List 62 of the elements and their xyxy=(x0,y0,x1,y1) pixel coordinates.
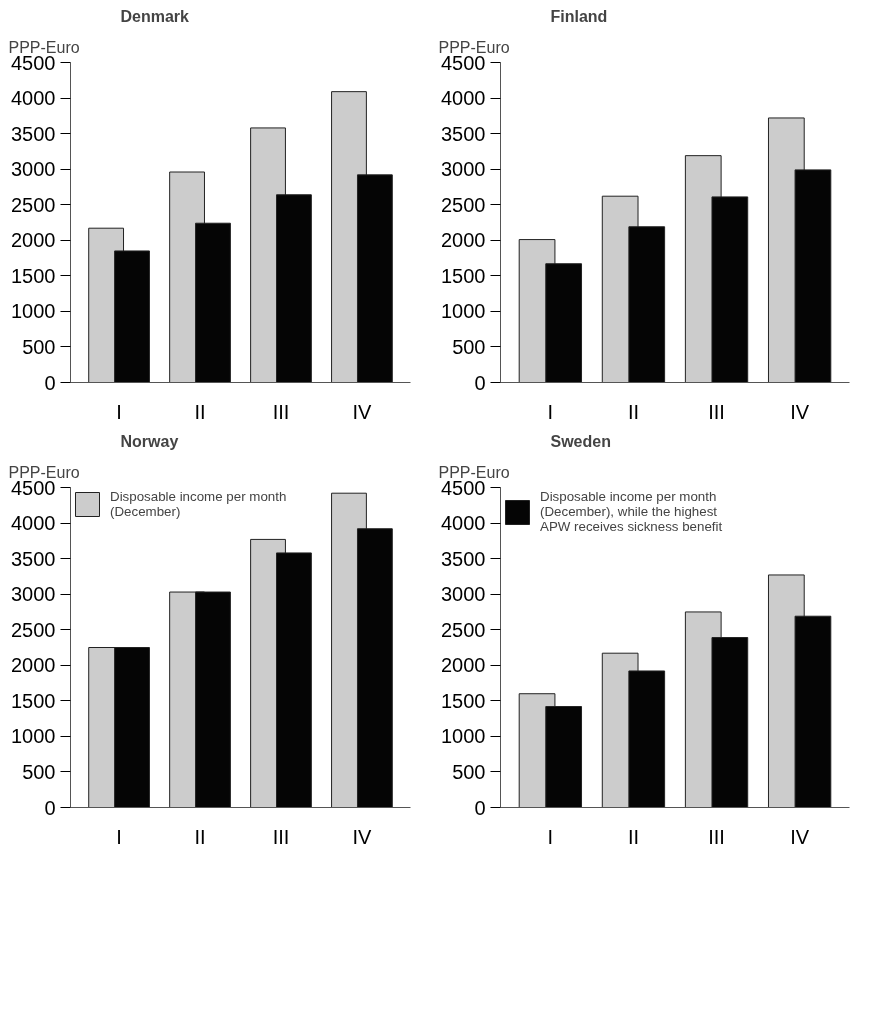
legend-label: Disposable income per month (December), while the highest APW receives sickness benefit xyxy=(540,489,723,534)
y-tick-label: 2500 xyxy=(441,618,486,641)
x-tick-label: I xyxy=(547,400,554,423)
x-tick-label: IV xyxy=(352,825,373,848)
y-tick-label: 3000 xyxy=(441,583,486,606)
y-axis-title: PPP-Euro xyxy=(8,463,80,481)
y-tick-label: 2000 xyxy=(441,229,486,252)
y-tick-label: 3000 xyxy=(11,583,56,606)
y-axis-title: PPP-Euro xyxy=(438,463,510,481)
y-tick-label: 2500 xyxy=(11,193,56,216)
x-tick-label: II xyxy=(194,825,206,848)
y-tick-label: 4000 xyxy=(441,87,486,110)
y-tick-label: 2500 xyxy=(441,193,486,216)
y-tick-label: 3500 xyxy=(11,122,56,145)
y-tick-label: 4000 xyxy=(441,512,486,535)
x-tick-label: II xyxy=(627,400,640,423)
y-tick-label: 1000 xyxy=(11,300,56,323)
y-tick-label: 4000 xyxy=(11,512,56,535)
x-tick-label: III xyxy=(708,400,725,423)
y-tick-label: 1000 xyxy=(441,300,486,323)
y-tick-label: 3500 xyxy=(11,547,56,570)
y-tick-label: 0 xyxy=(474,796,486,819)
y-tick-label: 3000 xyxy=(11,158,56,181)
x-tick-label: I xyxy=(547,825,554,848)
chart-title: Sweden xyxy=(550,432,611,450)
x-tick-label: IV xyxy=(790,825,810,848)
x-tick-label: IV xyxy=(352,400,373,423)
x-tick-label: III xyxy=(272,825,290,848)
y-tick-label: 2000 xyxy=(11,229,56,252)
x-tick-label: II xyxy=(627,825,640,848)
y-axis-title: PPP-Euro xyxy=(8,38,80,56)
y-axis-title: PPP-Euro xyxy=(438,38,510,56)
y-tick-label: 1500 xyxy=(441,689,486,712)
y-tick-label: 0 xyxy=(44,371,56,394)
y-tick-label: 0 xyxy=(474,371,486,394)
x-tick-label: III xyxy=(708,825,725,848)
y-tick-label: 1000 xyxy=(441,725,486,748)
x-tick-label: I xyxy=(116,825,122,848)
legend-label: Disposable income per month (December) xyxy=(110,489,287,519)
x-tick-label: II xyxy=(194,400,206,423)
y-tick-label: 2000 xyxy=(441,654,486,677)
y-tick-label: 1500 xyxy=(11,689,56,712)
y-tick-label: 500 xyxy=(452,760,486,783)
y-tick-label: 1000 xyxy=(11,725,56,748)
x-tick-label: IV xyxy=(790,400,810,423)
y-tick-label: 3500 xyxy=(441,122,486,145)
y-tick-label: 1500 xyxy=(441,264,486,287)
y-tick-label: 2500 xyxy=(11,618,56,641)
x-tick-label: III xyxy=(272,400,290,423)
y-tick-label: 0 xyxy=(44,796,56,819)
y-tick-label: 500 xyxy=(22,335,56,358)
y-tick-label: 3500 xyxy=(441,547,486,570)
chart-title: Finland xyxy=(550,7,608,25)
chart-title: Denmark xyxy=(120,7,190,25)
y-tick-label: 1500 xyxy=(11,264,56,287)
y-tick-label: 2000 xyxy=(11,654,56,677)
y-tick-label: 3000 xyxy=(441,158,486,181)
y-tick-label: 4000 xyxy=(11,87,56,110)
chart-title: Norway xyxy=(120,432,179,450)
y-tick-label: 500 xyxy=(452,335,486,358)
x-tick-label: I xyxy=(116,400,122,423)
y-tick-label: 500 xyxy=(22,760,56,783)
